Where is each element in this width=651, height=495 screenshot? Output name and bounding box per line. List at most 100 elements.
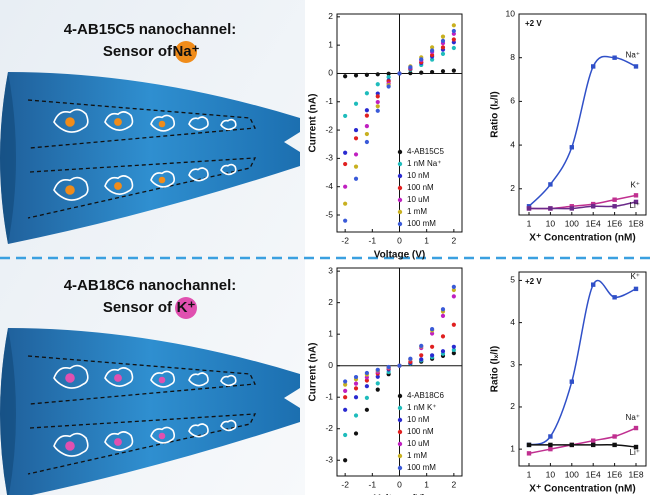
data-point [441,69,445,73]
data-point [365,132,369,136]
y-tick-label: 8 [510,52,515,62]
annotation: +2 V [525,277,542,286]
ion [159,377,166,384]
data-point [343,202,347,206]
x-tick-label: 1 [527,469,532,479]
legend-marker [398,418,402,422]
y-tick-label: 2 [510,401,515,411]
panel-title: 4-AB15C5 nanochannel: [64,21,237,38]
panel-subtitle: Sensor of [103,43,173,60]
data-point [548,434,552,438]
data-point [430,48,434,52]
legend-label: 10 uM [407,195,430,204]
ion-label: Na⁺ [172,43,199,60]
series-label: Na⁺ [626,51,640,60]
data-point [376,72,380,76]
data-point [548,206,552,210]
y-tick-label: 4 [510,139,515,149]
legend-label: 10 nM [407,171,430,180]
data-point [354,136,358,140]
x-tick-label: 0 [397,235,402,245]
ion [159,121,166,128]
y-tick-label: 5 [510,275,515,285]
data-point [365,384,369,388]
legend-marker [398,406,402,410]
x-axis-label: Voltage (V) [374,250,425,261]
legend-label: 100 nM [407,427,434,436]
x-tick-label: 1E4 [586,218,601,228]
legend-marker [398,222,402,226]
data-point [452,345,456,349]
data-point [570,145,574,149]
data-point [365,124,369,128]
data-point [343,219,347,223]
legend-marker [398,466,402,470]
y-tick-label: 10 [506,8,516,18]
legend-label: 10 uM [407,439,430,448]
data-point [343,408,347,412]
legend-marker [398,442,402,446]
data-point [591,64,595,68]
x-axis-label: X⁺ Concentration (nM) [529,484,635,495]
data-point [365,408,369,412]
series-label: Na⁺ [626,413,640,422]
legend-marker [398,394,402,398]
legend-label: 10 nM [407,415,430,424]
data-point [365,114,369,118]
x-tick-label: 100 [565,218,579,228]
y-tick-label: 0 [328,360,333,370]
figure: 4-AB15C5 nanochannel:Sensor ofNa⁺ 4-AB18… [0,0,651,495]
data-point [548,447,552,451]
data-point [452,69,456,73]
series-label: Li⁺ [630,448,640,457]
ion [65,373,75,383]
data-point [365,371,369,375]
data-point [441,307,445,311]
y-tick-label: -2 [325,423,333,433]
data-point [354,386,358,390]
y-tick-label: -3 [325,153,333,163]
data-point [354,152,358,156]
y-tick-label: -1 [325,391,333,401]
legend-label: 4-AB18C6 [407,391,444,400]
data-point [343,114,347,118]
x-tick-label: 1 [424,479,429,489]
data-point [430,353,434,357]
data-point [365,140,369,144]
x-tick-label: -2 [341,235,349,245]
data-point [365,73,369,77]
ion [159,177,166,184]
data-point [441,349,445,353]
y-axis-label: Current (nA) [308,94,319,153]
data-point [365,108,369,112]
x-tick-label: 2 [451,235,456,245]
data-point [441,334,445,338]
data-point [570,206,574,210]
data-point [365,396,369,400]
data-point [452,323,456,327]
legend-marker [398,454,402,458]
data-point [408,65,412,69]
y-tick-label: 1 [328,39,333,49]
data-point [441,52,445,56]
y-tick-label: 1 [328,328,333,338]
data-point [376,381,380,385]
data-point [527,206,531,210]
x-tick-label: 100 [565,469,579,479]
ion [65,185,75,195]
legend-label: 100 mM [407,219,436,228]
data-point [548,182,552,186]
y-tick-label: 1 [510,443,515,453]
series-label: Li⁺ [630,201,640,210]
data-point [343,389,347,393]
series-label: K⁺ [630,180,640,189]
plot-frame [519,14,646,215]
legend-label: 1 nM K⁺ [407,403,437,412]
data-point [634,287,638,291]
data-point [354,177,358,181]
data-point [354,165,358,169]
panel-subtitle: Sensor of [103,299,173,316]
data-point [419,57,423,61]
data-point [634,426,638,430]
legend-label: 4-AB15C5 [407,147,444,156]
